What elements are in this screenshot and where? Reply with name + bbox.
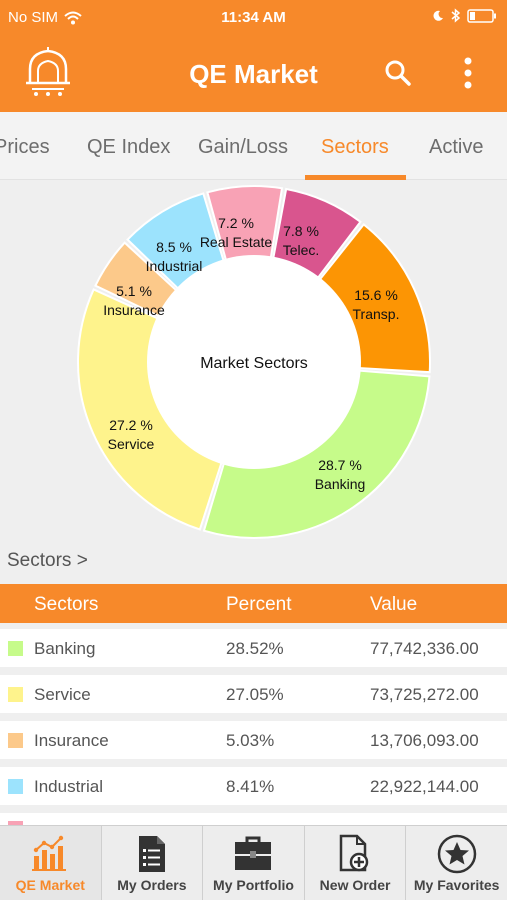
- slice-percent-label: 28.7 %: [318, 457, 362, 473]
- chart-center-label: Market Sectors: [200, 355, 308, 372]
- bottom-navigation: QE Market My Orders My Portfolio: [0, 825, 507, 900]
- slice-sector-label: Telec.: [283, 242, 320, 258]
- slice-sector-label: Banking: [315, 476, 366, 492]
- table-row[interactable]: Banking 28.52% 77,742,336.00: [0, 629, 507, 667]
- nav-label: QE Market: [15, 877, 85, 893]
- nav-label: New Order: [319, 877, 391, 893]
- table-row[interactable]: Insurance 5.03% 13,706,093.00: [0, 721, 507, 759]
- briefcase-icon: [235, 836, 272, 870]
- donut-hole: [147, 255, 361, 469]
- active-tab-indicator: [305, 175, 406, 180]
- wifi-icon: [64, 11, 82, 24]
- nav-label: My Orders: [117, 877, 187, 893]
- column-header-sectors: Sectors: [34, 594, 99, 615]
- bar-chart-icon: [32, 835, 67, 871]
- row-color-swatch: [8, 733, 23, 748]
- column-header-percent: Percent: [226, 594, 292, 615]
- nav-qe-market[interactable]: QE Market: [0, 826, 101, 900]
- nav-my-favorites[interactable]: My Favorites: [405, 826, 507, 900]
- row-sector: Service: [34, 685, 91, 704]
- row-value: 77,742,336.00: [370, 639, 479, 658]
- star-icon: [437, 834, 476, 874]
- table-row-partial[interactable]: [0, 813, 507, 825]
- row-color-swatch: [8, 687, 23, 702]
- row-sector: Industrial: [34, 777, 103, 796]
- slice-sector-label: Real Estate: [200, 234, 273, 250]
- row-percent: 28.52%: [226, 639, 284, 658]
- row-percent: 27.05%: [226, 685, 284, 704]
- tab-qe-index[interactable]: QE Index: [87, 136, 171, 158]
- new-order-icon: [339, 834, 369, 872]
- search-icon[interactable]: [384, 59, 412, 87]
- row-value: 73,725,272.00: [370, 685, 479, 704]
- row-color-swatch: [8, 641, 23, 656]
- row-sector: Banking: [34, 639, 96, 658]
- carrier-label: No SIM: [8, 9, 59, 26]
- row-color-swatch: [8, 779, 23, 794]
- sectors-chart: Market Sectors 28.7 % Banking 27.2 % Servic…: [0, 180, 507, 540]
- slice-sector-label: Insurance: [103, 302, 165, 318]
- nav-my-orders[interactable]: My Orders: [100, 826, 203, 900]
- slice-sector-label: Industrial: [146, 258, 203, 274]
- bluetooth-icon: [451, 8, 460, 23]
- more-menu-icon[interactable]: [463, 57, 473, 89]
- slice-percent-label: 27.2 %: [109, 417, 153, 433]
- slice-percent-label: 5.1 %: [116, 283, 152, 299]
- sectors-link[interactable]: Sectors >: [7, 550, 88, 571]
- slice-sector-label: Service: [108, 436, 155, 452]
- nav-my-portfolio[interactable]: My Portfolio: [202, 826, 304, 900]
- battery-icon: [467, 8, 496, 23]
- row-percent: 5.03%: [226, 731, 275, 750]
- logo-icon: [26, 47, 70, 96]
- row-color-swatch: [8, 821, 23, 825]
- tab-bar: Prices QE Index Gain/Loss Sectors Active: [0, 112, 507, 180]
- slice-percent-label: 7.8 %: [283, 223, 319, 239]
- row-value: 13,706,093.00: [370, 731, 479, 750]
- tab-active[interactable]: Active: [429, 136, 484, 158]
- row-value: 22,922,144.00: [370, 777, 479, 796]
- orders-icon: [138, 836, 165, 872]
- slice-percent-label: 15.6 %: [354, 287, 398, 303]
- row-sector: Insurance: [34, 731, 109, 750]
- tab-sectors[interactable]: Sectors: [321, 136, 389, 158]
- table-row[interactable]: Service 27.05% 73,725,272.00: [0, 675, 507, 713]
- tab-gain-loss[interactable]: Gain/Loss: [198, 136, 289, 158]
- tab-prices[interactable]: Prices: [0, 136, 50, 158]
- slice-sector-label: Transp.: [353, 306, 400, 322]
- table-header: Sectors Percent Value: [0, 584, 507, 623]
- nav-label: My Favorites: [413, 877, 500, 893]
- page-title: QE Market: [189, 59, 318, 89]
- slice-percent-label: 8.5 %: [156, 239, 192, 255]
- nav-new-order[interactable]: New Order: [303, 826, 406, 900]
- status-bar: No SIM 11:34 AM: [0, 0, 507, 35]
- column-header-value: Value: [370, 594, 418, 615]
- donut-chart: Market Sectors 28.7 % Banking 27.2 % Servic…: [77, 185, 431, 539]
- moon-icon: [433, 10, 443, 21]
- slice-percent-label: 7.2 %: [218, 215, 254, 231]
- app-bar: QE Market: [0, 35, 507, 112]
- clock: 11:34 AM: [221, 9, 286, 26]
- row-percent: 8.41%: [226, 777, 275, 796]
- table-row[interactable]: Industrial 8.41% 22,922,144.00: [0, 767, 507, 805]
- nav-label: My Portfolio: [213, 877, 294, 893]
